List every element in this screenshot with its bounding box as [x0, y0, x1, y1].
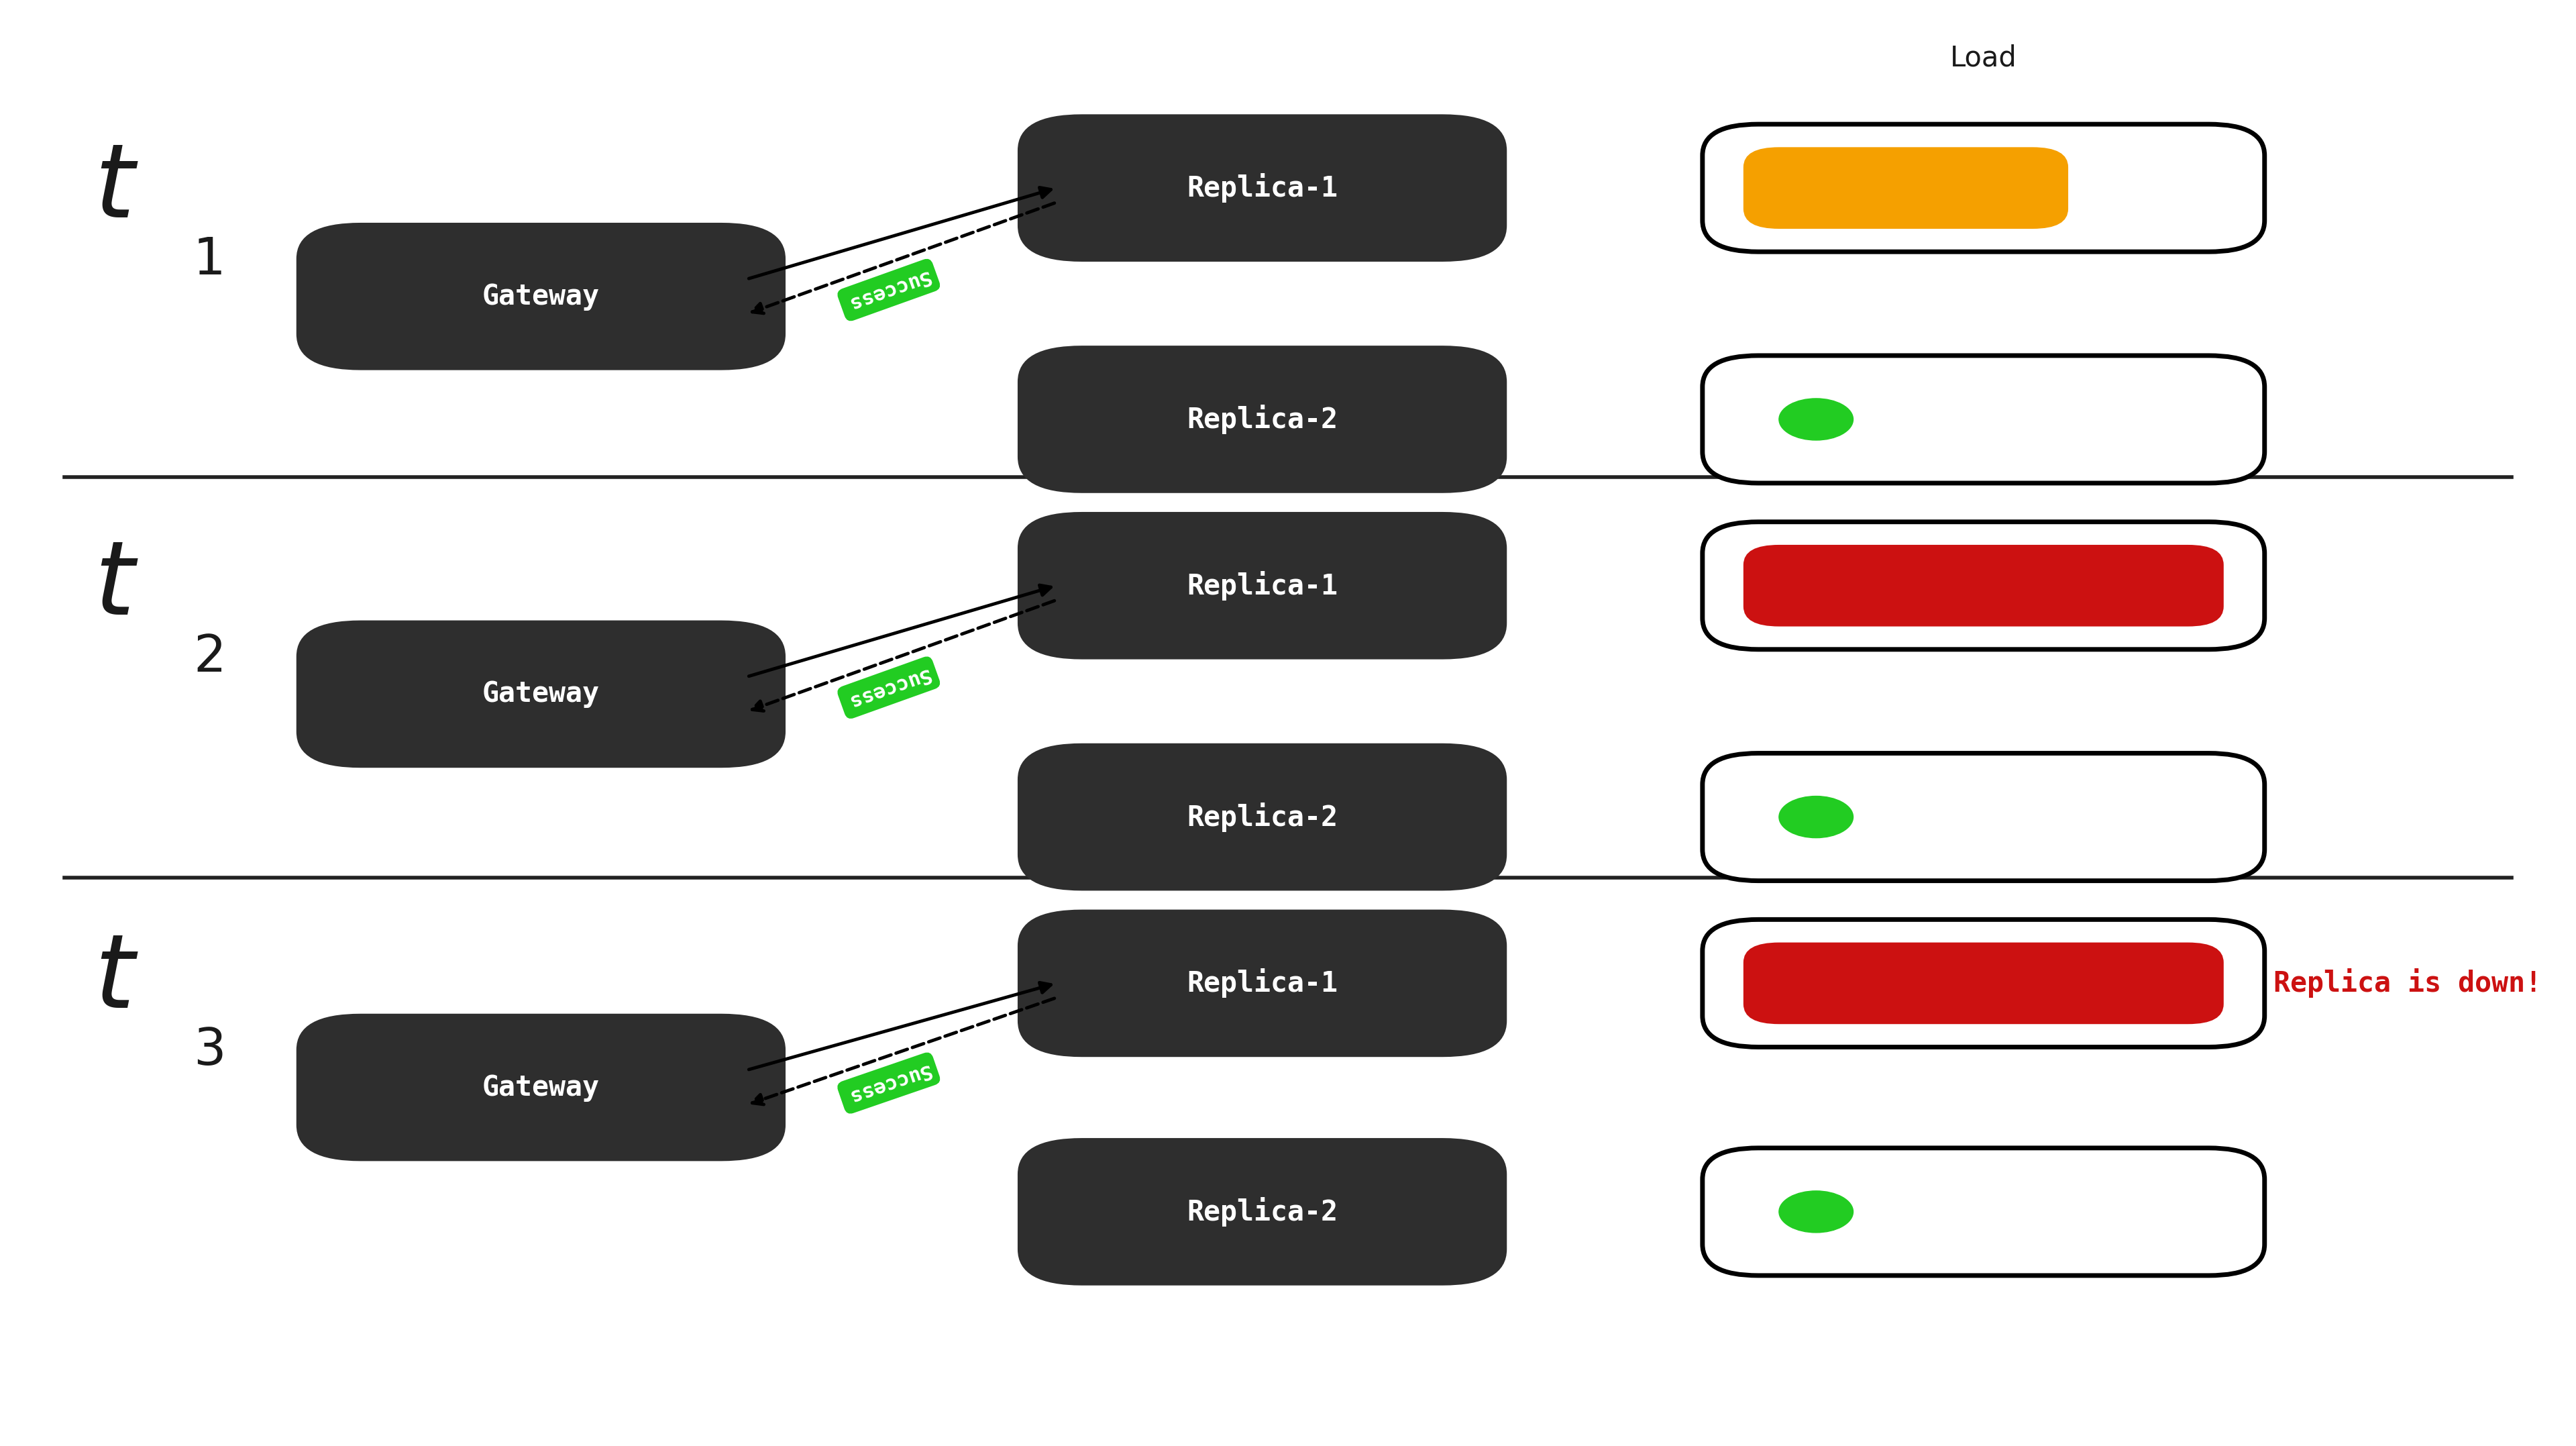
Text: $t$: $t$	[93, 930, 139, 1030]
FancyBboxPatch shape	[1018, 114, 1507, 262]
Text: Replica-2: Replica-2	[1188, 803, 1337, 831]
Text: Success: Success	[845, 1060, 933, 1106]
FancyBboxPatch shape	[1018, 743, 1507, 891]
Text: Success: Success	[845, 266, 933, 314]
Text: 3: 3	[193, 1027, 227, 1076]
Text: Replica is down!: Replica is down!	[2275, 969, 2543, 998]
FancyBboxPatch shape	[1703, 124, 2264, 252]
FancyBboxPatch shape	[296, 620, 786, 768]
Text: Gateway: Gateway	[482, 1073, 600, 1102]
Text: Replica-2: Replica-2	[1188, 1197, 1337, 1226]
Circle shape	[1780, 797, 1852, 837]
Text: Replica-1: Replica-1	[1188, 174, 1337, 202]
FancyBboxPatch shape	[1018, 512, 1507, 659]
FancyBboxPatch shape	[1703, 356, 2264, 483]
FancyBboxPatch shape	[1018, 1138, 1507, 1285]
Text: Gateway: Gateway	[482, 282, 600, 311]
Text: 1: 1	[193, 236, 227, 285]
Text: 2: 2	[193, 633, 227, 683]
Text: Replica-2: Replica-2	[1188, 405, 1337, 434]
FancyBboxPatch shape	[1703, 920, 2264, 1047]
FancyBboxPatch shape	[1018, 346, 1507, 493]
FancyBboxPatch shape	[1744, 147, 2069, 228]
FancyBboxPatch shape	[1703, 753, 2264, 881]
Text: Gateway: Gateway	[482, 680, 600, 709]
Text: $t$: $t$	[93, 139, 139, 239]
Text: Replica-1: Replica-1	[1188, 969, 1337, 998]
FancyBboxPatch shape	[296, 1014, 786, 1161]
FancyBboxPatch shape	[1744, 943, 2223, 1024]
FancyBboxPatch shape	[1744, 545, 2223, 626]
Text: Success: Success	[845, 664, 933, 711]
Circle shape	[1780, 168, 1852, 208]
Text: Load: Load	[1950, 43, 2017, 72]
Text: $t$: $t$	[93, 536, 139, 636]
FancyBboxPatch shape	[296, 223, 786, 370]
FancyBboxPatch shape	[1018, 910, 1507, 1057]
FancyBboxPatch shape	[1703, 522, 2264, 649]
Text: Replica-1: Replica-1	[1188, 571, 1337, 600]
Circle shape	[1780, 1192, 1852, 1232]
Circle shape	[1780, 399, 1852, 440]
FancyBboxPatch shape	[1703, 1148, 2264, 1275]
